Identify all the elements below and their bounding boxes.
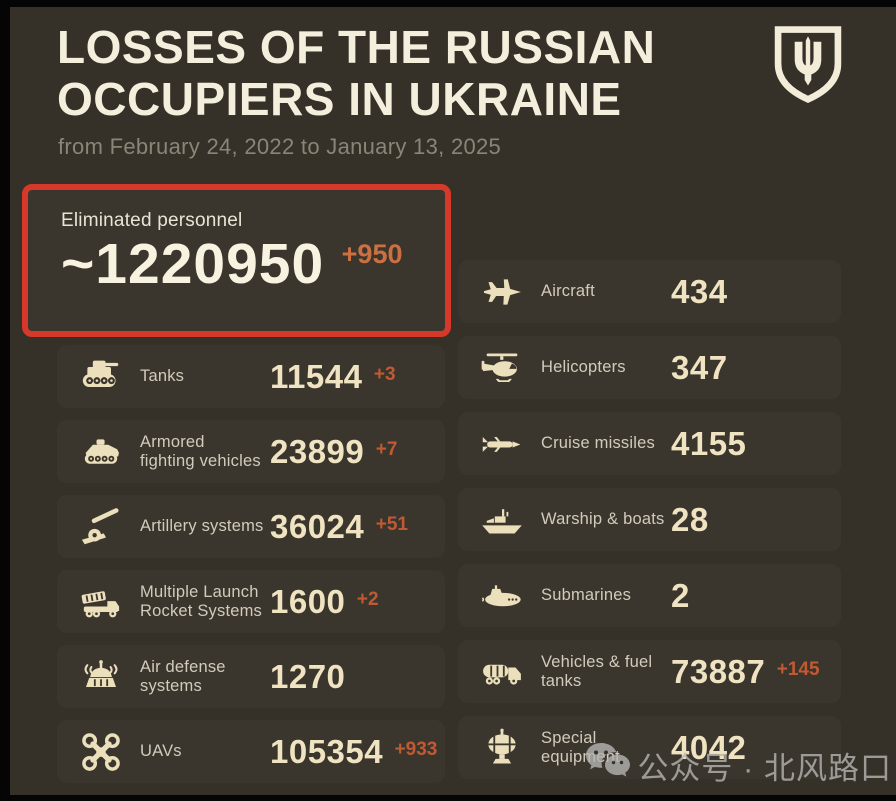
stat-delta: +2 <box>356 588 379 610</box>
title-line1: LOSSES OF THE RUSSIAN <box>57 21 656 73</box>
ukraine-trident-shield-icon <box>772 24 844 111</box>
stat-card: Helicopters 347 <box>458 336 841 399</box>
fuel-truck-icon <box>474 654 530 690</box>
stat-label: Warship & boats <box>541 510 665 529</box>
letterbox-left <box>0 0 10 801</box>
stat-card: Tanks 11544 +3 <box>57 345 445 408</box>
stat-value: 434 <box>671 273 728 310</box>
stat-label: Helicopters <box>541 358 626 377</box>
armored-vehicle-icon <box>73 434 129 470</box>
personnel-value-row: ~1220950 +950 <box>61 236 425 293</box>
stat-value: 2 <box>671 577 690 614</box>
letterbox-bottom <box>0 795 896 801</box>
stat-card: Air defense systems 1270 <box>57 645 445 708</box>
stat-value: 105354 <box>270 732 384 770</box>
eliminated-personnel-card: Eliminated personnel ~1220950 +950 <box>22 184 451 337</box>
personnel-value: ~1220950 <box>61 232 325 296</box>
stat-label: Air defense systems <box>140 657 226 695</box>
stat-delta: +145 <box>776 658 820 680</box>
special-equipment-icon <box>474 728 530 768</box>
stat-value: 23899 <box>270 432 365 470</box>
stat-value: 1270 <box>270 658 346 695</box>
stat-label: Vehicles & fuel tanks <box>541 652 653 690</box>
page-title: LOSSES OF THE RUSSIAN OCCUPIERS IN UKRAI… <box>57 21 757 126</box>
stat-card: Vehicles & fuel tanks 73887 +145 <box>458 640 841 703</box>
stat-label: Cruise missiles <box>541 434 655 453</box>
title-line2: OCCUPIERS IN UKRAINE <box>57 72 622 125</box>
cruise-missile-icon <box>474 430 530 458</box>
personnel-delta: +950 <box>341 239 403 269</box>
stat-delta: +51 <box>375 513 408 535</box>
helicopter-icon <box>474 349 530 387</box>
stat-value: 4042 <box>671 729 747 766</box>
stat-value: 347 <box>671 349 728 386</box>
stat-label: Aircraft <box>541 282 595 301</box>
wechat-icon <box>584 741 631 789</box>
stat-card: Multiple Launch Rocket Systems 1600 +2 <box>57 570 445 633</box>
stats-column-left: Tanks 11544 +3 Armored fighting vehicles… <box>57 345 445 783</box>
stat-value: 4155 <box>671 425 747 462</box>
watermark: 公众号 · 北风路口 <box>584 741 892 789</box>
stat-value: 73887 <box>671 652 766 690</box>
watermark-text: 公众号 · 北风路口 <box>637 750 892 786</box>
stat-card: Aircraft 434 <box>458 260 841 323</box>
stat-label: Submarines <box>541 586 632 605</box>
stat-card: Warship & boats 28 <box>458 488 841 551</box>
stat-value: 28 <box>671 501 709 538</box>
date-range-subtitle: from February 24, 2022 to January 13, 20… <box>58 134 502 159</box>
tank-icon <box>73 357 129 397</box>
aircraft-icon <box>474 274 530 310</box>
letterbox-top <box>0 0 896 7</box>
stat-label: Armored fighting vehicles <box>140 432 261 470</box>
stat-card: Artillery systems 36024 +51 <box>57 495 445 558</box>
stat-label: Multiple Launch Rocket Systems <box>140 582 262 620</box>
artillery-icon <box>73 507 129 547</box>
mlrs-icon <box>73 583 129 621</box>
stat-card: UAVs 105354 +933 <box>57 720 445 783</box>
uav-icon <box>73 731 129 773</box>
stat-label: Artillery systems <box>140 517 264 536</box>
stat-value: 36024 <box>270 507 365 545</box>
stat-delta: +7 <box>375 438 398 460</box>
stat-card: Armored fighting vehicles 23899 +7 <box>57 420 445 483</box>
submarine-icon <box>474 580 530 612</box>
stat-value: 1600 <box>270 582 346 620</box>
stat-delta: +933 <box>394 738 438 760</box>
stats-column-right: Aircraft 434 Helicopters 347 Cruise miss… <box>458 260 841 779</box>
air-defense-icon <box>73 657 129 697</box>
stat-value: 11544 <box>270 357 363 395</box>
personnel-label: Eliminated personnel <box>61 210 243 231</box>
stat-label: UAVs <box>140 742 182 761</box>
stat-delta: +3 <box>373 363 396 385</box>
stat-card: Submarines 2 <box>458 564 841 627</box>
warship-icon <box>474 502 530 538</box>
stat-label: Tanks <box>140 367 185 386</box>
stat-card: Cruise missiles 4155 <box>458 412 841 475</box>
